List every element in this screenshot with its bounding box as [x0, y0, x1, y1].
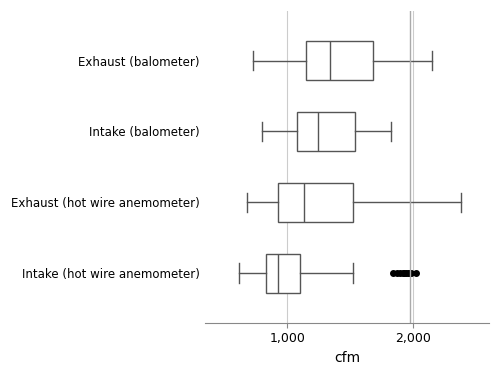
PathPatch shape	[306, 41, 373, 80]
PathPatch shape	[266, 253, 300, 293]
X-axis label: cfm: cfm	[334, 351, 360, 365]
PathPatch shape	[278, 183, 353, 222]
PathPatch shape	[298, 112, 356, 151]
